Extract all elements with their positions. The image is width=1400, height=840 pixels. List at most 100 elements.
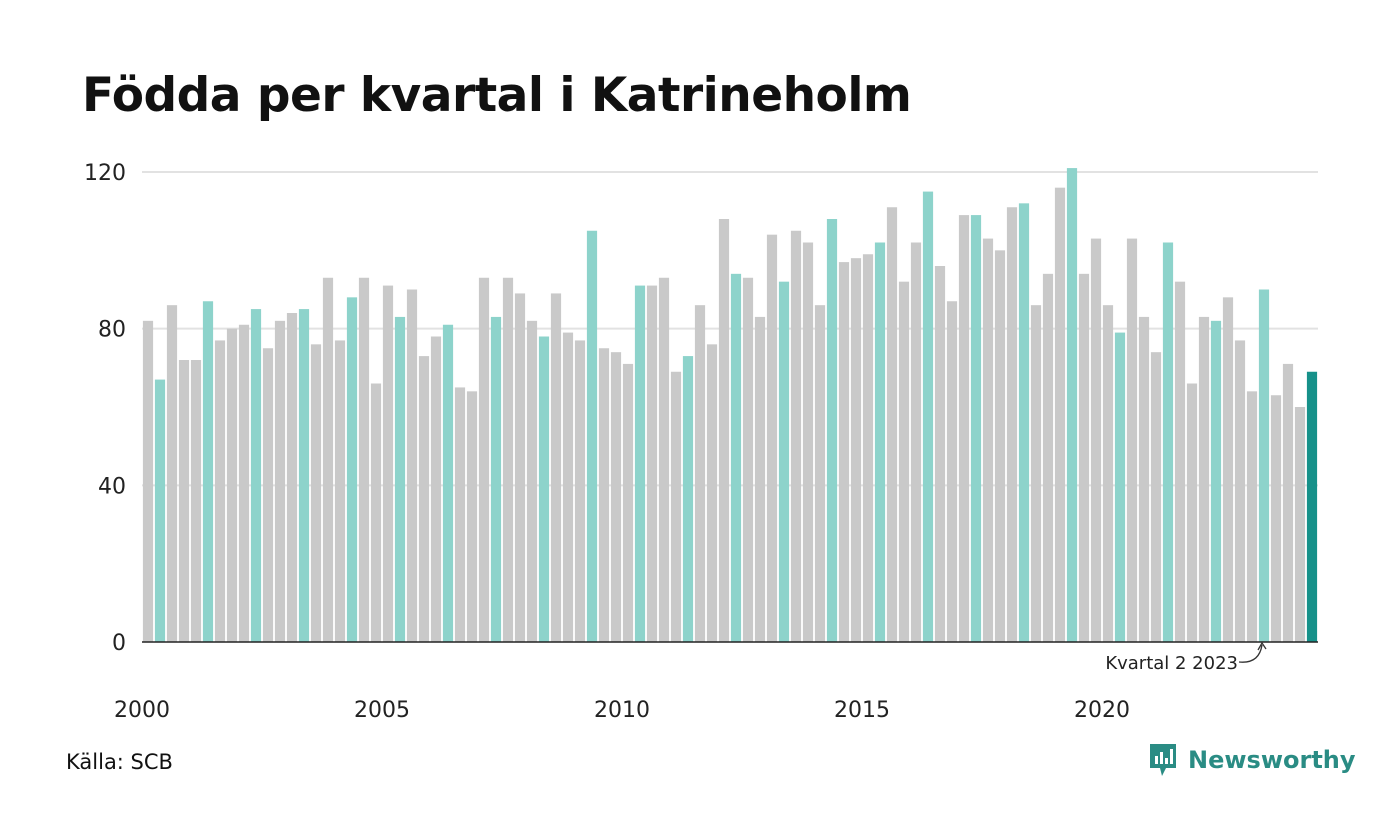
bar <box>262 348 274 642</box>
newsworthy-bar-chart-icon <box>1150 744 1176 776</box>
bar <box>142 320 154 642</box>
bar <box>586 230 598 642</box>
bar <box>322 277 334 642</box>
bar <box>862 254 874 642</box>
x-tick-label: 2000 <box>114 698 170 723</box>
x-tick-label: 2005 <box>354 698 410 723</box>
bar <box>226 328 238 642</box>
y-tick-label: 120 <box>84 161 126 186</box>
bar <box>1270 395 1282 642</box>
bar <box>250 309 262 642</box>
bar <box>526 320 538 642</box>
bar <box>490 316 502 642</box>
source-note: Källa: SCB <box>66 750 173 774</box>
bar <box>694 305 706 642</box>
bar <box>1138 316 1150 642</box>
bar <box>418 356 430 642</box>
bar <box>898 281 910 642</box>
bar <box>1006 207 1018 642</box>
bar <box>706 344 718 642</box>
annotation-label: Kvartal 2 2023 <box>1105 653 1238 674</box>
bar <box>754 316 766 642</box>
bar <box>826 219 838 642</box>
bar <box>310 344 322 642</box>
bar <box>682 356 694 642</box>
bar <box>370 383 382 642</box>
bar <box>1078 273 1090 642</box>
bar <box>910 242 922 642</box>
bar <box>454 387 466 642</box>
bar <box>514 293 526 642</box>
bar <box>970 215 982 643</box>
annotation-arrow <box>1238 644 1263 663</box>
y-tick-label: 40 <box>98 474 126 499</box>
bar <box>538 336 550 642</box>
bar <box>1066 168 1078 643</box>
bar <box>406 289 418 642</box>
bar <box>838 262 850 642</box>
bar <box>1102 305 1114 642</box>
bar <box>238 324 250 642</box>
bar <box>550 293 562 642</box>
bar <box>886 207 898 642</box>
y-tick-label: 0 <box>112 631 126 656</box>
bar <box>478 277 490 642</box>
bar <box>214 340 226 642</box>
bar <box>802 242 814 642</box>
bar <box>598 348 610 642</box>
bar <box>742 277 754 642</box>
bar <box>1186 383 1198 642</box>
bar <box>814 305 826 642</box>
bar <box>994 250 1006 643</box>
bar <box>610 352 622 642</box>
bar <box>442 324 454 642</box>
brand-name: Newsworthy <box>1188 746 1356 774</box>
bar <box>334 340 346 642</box>
bar <box>286 313 298 642</box>
bar <box>1042 273 1054 642</box>
bar <box>1294 407 1306 642</box>
x-tick-label: 2020 <box>1074 698 1130 723</box>
bar <box>778 281 790 642</box>
bar <box>574 340 586 642</box>
bar <box>622 363 634 642</box>
bar <box>982 238 994 643</box>
bar <box>466 391 478 642</box>
bar <box>298 309 310 642</box>
bar <box>346 297 358 642</box>
bar <box>718 219 730 642</box>
bar <box>922 191 934 643</box>
bar <box>1090 238 1102 643</box>
bar <box>1150 352 1162 642</box>
bar <box>670 371 682 642</box>
y-tick-label: 80 <box>98 318 126 343</box>
bar <box>850 258 862 642</box>
bar <box>1174 281 1186 642</box>
bar <box>634 285 646 642</box>
x-tick-label: 2010 <box>594 698 650 723</box>
bar <box>730 273 742 642</box>
bar <box>274 320 286 642</box>
bar <box>934 266 946 642</box>
bar <box>874 242 886 642</box>
bar <box>946 301 958 642</box>
bar <box>502 277 514 642</box>
bar <box>166 305 178 642</box>
bar <box>154 379 166 642</box>
bar <box>790 230 802 642</box>
annotation-arrowhead <box>1257 641 1267 651</box>
bar <box>1162 242 1174 642</box>
bar <box>358 277 370 642</box>
bar <box>190 360 202 642</box>
bar <box>1258 289 1270 642</box>
bar <box>1282 363 1294 642</box>
bar <box>646 285 658 642</box>
bar <box>382 285 394 642</box>
bar <box>1114 332 1126 642</box>
bar <box>178 360 190 642</box>
bar <box>1126 238 1138 643</box>
bar <box>1210 320 1222 642</box>
bar <box>430 336 442 642</box>
